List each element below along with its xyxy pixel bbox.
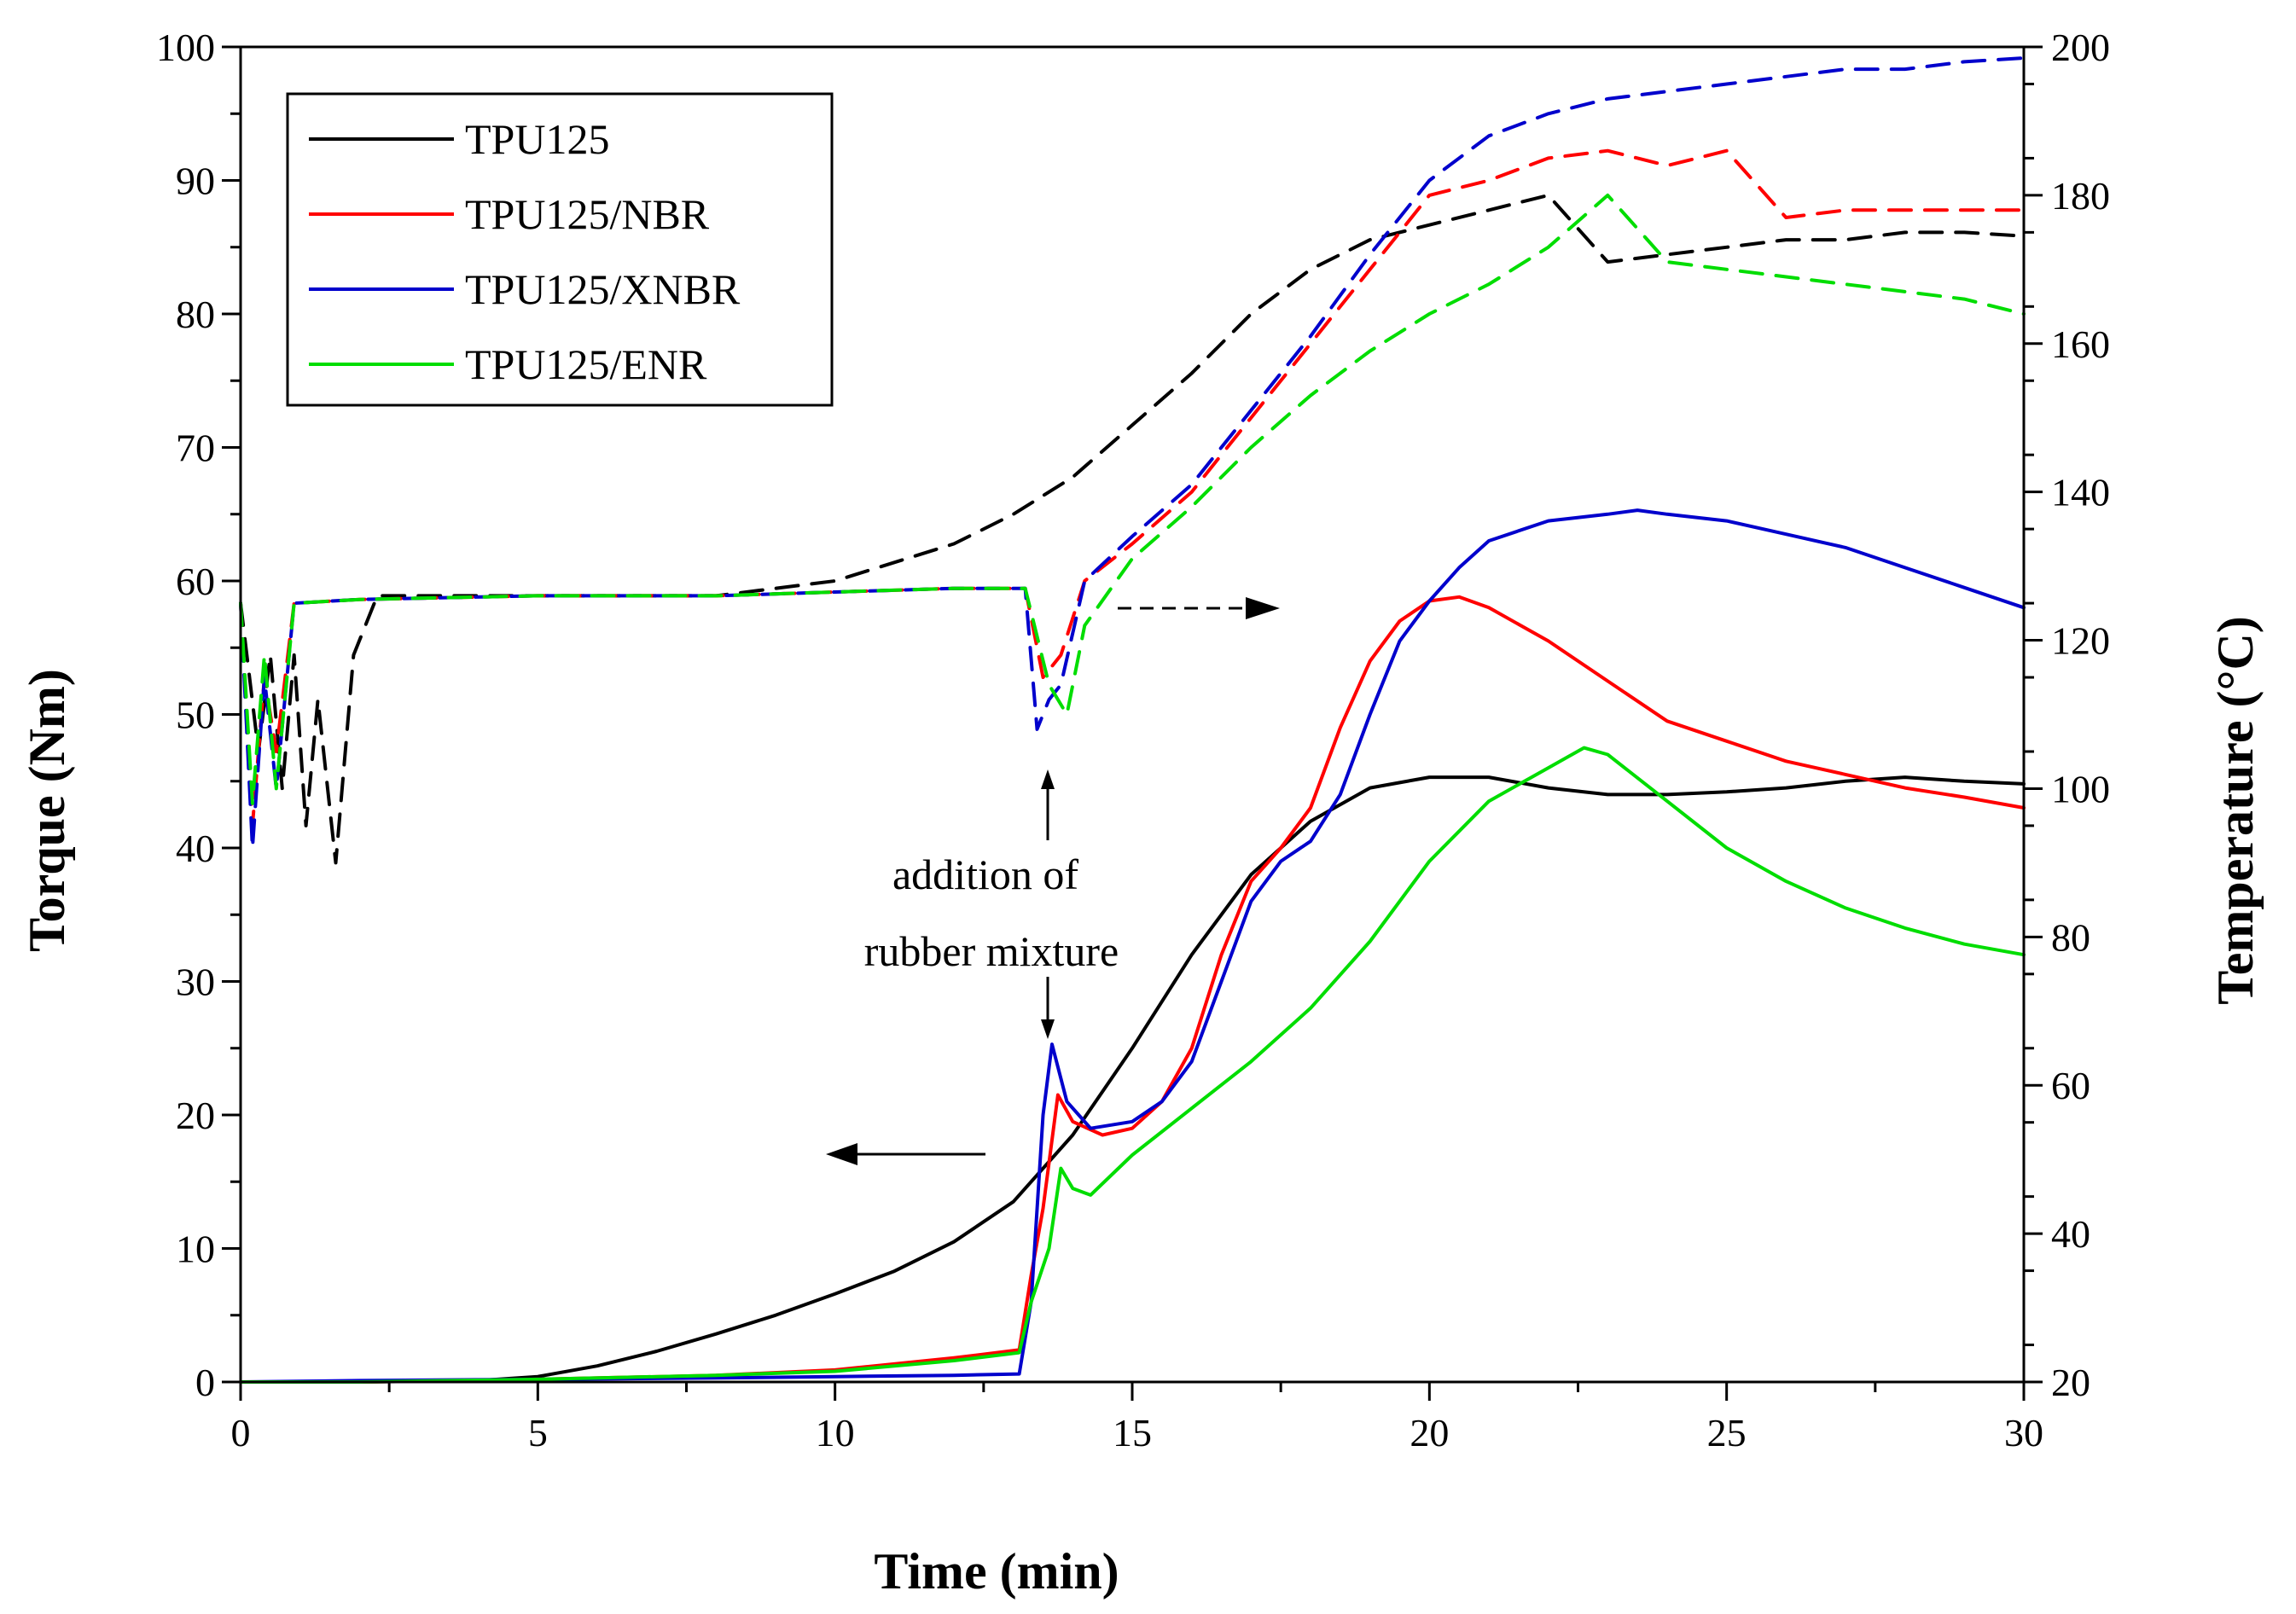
x-tick-label: 0	[231, 1411, 251, 1454]
annotation-down-arrow-head	[1041, 1019, 1055, 1039]
annotation: addition of rubber mixture	[864, 769, 1119, 1039]
y-tick-label: 90	[176, 160, 215, 203]
x-tick-label: 25	[1707, 1411, 1747, 1454]
y2-tick-label: 80	[2051, 915, 2090, 959]
y-tick-label: 30	[176, 961, 215, 1004]
annotation-line-2: rubber mixture	[864, 927, 1119, 975]
y2-tick-label: 120	[2051, 619, 2110, 663]
temperature-axis-indicator	[1118, 597, 1280, 619]
y-tick-label: 0	[195, 1361, 215, 1404]
y-tick-label: 60	[176, 560, 215, 603]
series-line-tpu125-enr-temperature	[239, 193, 2026, 805]
x-tick-label: 15	[1113, 1411, 1152, 1454]
y2-tick-label: 100	[2051, 767, 2110, 810]
annotation-line-1: addition of	[892, 851, 1078, 898]
y-tick-label: 10	[176, 1228, 215, 1271]
x-tick-label: 20	[1410, 1411, 1449, 1454]
y2-tick-label: 180	[2051, 174, 2110, 218]
series-line-tpu125-xnbr	[239, 508, 2026, 1384]
y-tick-label: 20	[176, 1094, 215, 1137]
x-tick-label: 5	[528, 1411, 548, 1454]
x-tick-label: 10	[816, 1411, 855, 1454]
y2-tick-label: 200	[2051, 26, 2110, 69]
y2-axis-title: Temperature (°C)	[2207, 616, 2264, 1005]
series-line-tpu125-nbr	[239, 595, 2026, 1384]
legend-box	[286, 92, 834, 407]
series-line-tpu125-temperature	[239, 193, 2026, 865]
y2-tick-label: 20	[2051, 1361, 2090, 1404]
y-axis-title: Torque (Nm)	[19, 669, 75, 952]
y2-tick-label: 40	[2051, 1212, 2090, 1256]
y2-tick-label: 60	[2051, 1064, 2090, 1107]
legend-label-tpu125-enr: TPU125/ENR	[465, 340, 707, 388]
y-tick-label: 80	[176, 293, 215, 336]
x-axis-title: Time (min)	[874, 1543, 1119, 1599]
y-tick-label: 50	[176, 694, 215, 737]
torque-axis-indicator	[826, 1143, 985, 1165]
y-tick-label: 40	[176, 827, 215, 870]
axes-layer: 0 5 10 15 20 25 300102030405060708090100204060…	[156, 26, 2110, 1454]
series-line-tpu125-enr	[239, 746, 2026, 1384]
series-line-tpu125-xnbr-temperature	[239, 56, 2026, 850]
temperature-arrow-head	[1246, 597, 1280, 619]
y2-tick-label: 140	[2051, 471, 2110, 514]
annotation-up-arrow-head	[1041, 769, 1055, 789]
x-tick-label: 30	[2004, 1411, 2043, 1454]
legend: TPU125 TPU125/NBR TPU125/XNBR TPU125/ENR	[286, 92, 834, 407]
torque-arrow-head	[826, 1143, 857, 1165]
legend-label-tpu125-nbr: TPU125/NBR	[465, 190, 710, 238]
series-layer	[239, 56, 2026, 1384]
legend-label-tpu125-xnbr: TPU125/XNBR	[465, 265, 741, 313]
legend-label-tpu125: TPU125	[465, 115, 609, 163]
series-line-tpu125	[239, 775, 2026, 1384]
y-tick-label: 100	[156, 26, 215, 69]
y2-tick-label: 160	[2051, 322, 2110, 366]
y-tick-label: 70	[176, 427, 215, 470]
